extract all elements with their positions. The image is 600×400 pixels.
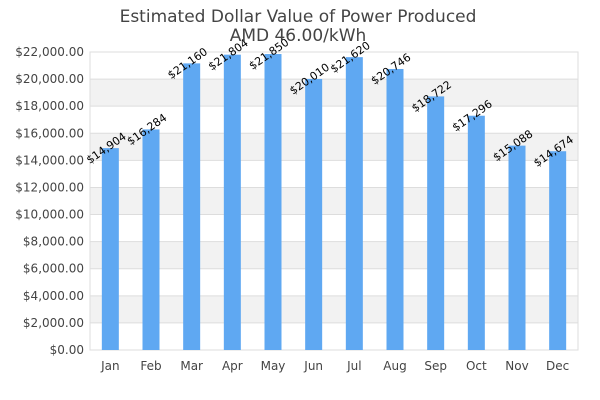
bar-series — [101, 54, 567, 351]
grid-band — [90, 214, 578, 242]
x-tick-label: Dec — [546, 359, 569, 373]
grid-band — [90, 160, 578, 188]
grid-band — [90, 268, 578, 296]
y-tick-label: $14,000.00 — [15, 153, 84, 167]
x-tick-label: Jan — [100, 359, 120, 373]
bar — [549, 151, 567, 350]
grid-band — [90, 322, 578, 350]
bar — [264, 54, 282, 350]
y-tick-label: $6,000.00 — [23, 262, 84, 276]
grid-band — [90, 79, 578, 107]
y-tick-label: $12,000.00 — [15, 180, 84, 194]
x-tick-label: Apr — [222, 359, 243, 373]
bar — [142, 129, 160, 350]
x-tick-label: Jul — [346, 359, 361, 373]
y-tick-label: $18,000.00 — [15, 99, 84, 113]
x-tick-label: Sep — [424, 359, 447, 373]
bar — [467, 115, 485, 350]
plot-frame — [89, 51, 579, 351]
chart-subtitle: AMD 46.00/kWh — [230, 26, 367, 46]
y-tick-label: $8,000.00 — [23, 235, 84, 249]
y-tick-label: $2,000.00 — [23, 316, 84, 330]
y-tick-label: $0.00 — [50, 343, 84, 357]
bar — [508, 145, 526, 350]
grid-bands — [90, 52, 578, 350]
grid-band — [90, 187, 578, 215]
bar — [386, 68, 404, 351]
x-tick-label: Mar — [180, 359, 203, 373]
x-tick-label: Aug — [383, 359, 406, 373]
bar — [305, 78, 323, 351]
grid-band — [90, 295, 578, 323]
y-tick-label: $4,000.00 — [23, 289, 84, 303]
bar — [345, 57, 363, 350]
grid-band — [90, 106, 578, 134]
x-tick-label: Nov — [505, 359, 528, 373]
y-tick-label: $22,000.00 — [15, 45, 84, 59]
grid-band — [90, 241, 578, 269]
y-tick-label: $10,000.00 — [15, 208, 84, 222]
y-axis-ticks: $0.00 $2,000.00 $4,000.00 $6,000.00 $8,000.0… — [15, 45, 84, 357]
y-tick-label: $16,000.00 — [15, 126, 84, 140]
x-axis-ticks: Jan Feb Mar Apr May Jun Jul Aug Sep Oct Nov Dec — [100, 359, 569, 373]
bar — [427, 96, 445, 350]
chart-title: Estimated Dollar Value of Power Produced — [120, 7, 477, 27]
y-tick-label: $20,000.00 — [15, 72, 84, 86]
gridlines — [89, 51, 579, 351]
bar — [223, 54, 241, 350]
x-tick-label: Feb — [140, 359, 161, 373]
grid-band — [90, 52, 578, 80]
grid-band — [90, 133, 578, 161]
bar — [101, 148, 119, 350]
x-tick-label: Oct — [466, 359, 487, 373]
x-tick-label: May — [261, 359, 286, 373]
x-tick-label: Jun — [303, 359, 323, 373]
bar — [183, 63, 201, 351]
